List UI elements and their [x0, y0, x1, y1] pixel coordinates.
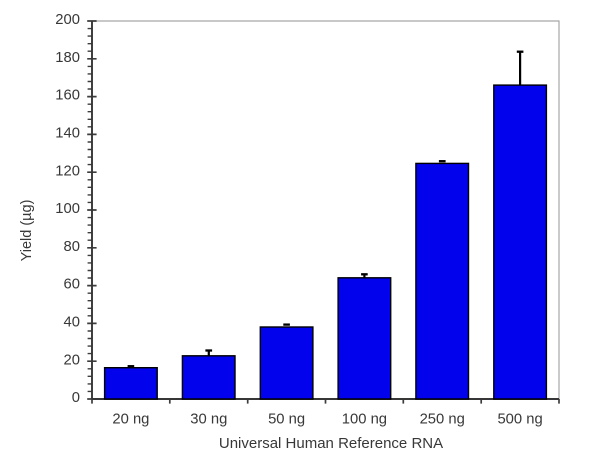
svg-text:40: 40 [64, 315, 80, 331]
svg-text:20 ng: 20 ng [112, 411, 149, 427]
svg-text:20: 20 [64, 352, 80, 368]
svg-text:140: 140 [55, 126, 80, 142]
svg-text:160: 160 [55, 88, 80, 104]
svg-text:120: 120 [55, 163, 80, 179]
svg-text:50 ng: 50 ng [268, 411, 305, 427]
svg-text:250 ng: 250 ng [420, 411, 465, 427]
svg-text:500 ng: 500 ng [497, 411, 542, 427]
svg-text:100: 100 [55, 201, 80, 217]
svg-text:Universal Human Reference RNA: Universal Human Reference RNA [219, 435, 443, 452]
svg-text:0: 0 [72, 390, 80, 406]
svg-text:Yield (µg): Yield (µg) [19, 200, 35, 262]
svg-text:180: 180 [55, 50, 80, 66]
svg-text:80: 80 [64, 239, 80, 255]
svg-text:60: 60 [64, 277, 80, 293]
svg-text:30 ng: 30 ng [190, 411, 227, 427]
svg-text:200: 200 [55, 12, 80, 28]
svg-text:100 ng: 100 ng [342, 411, 387, 427]
